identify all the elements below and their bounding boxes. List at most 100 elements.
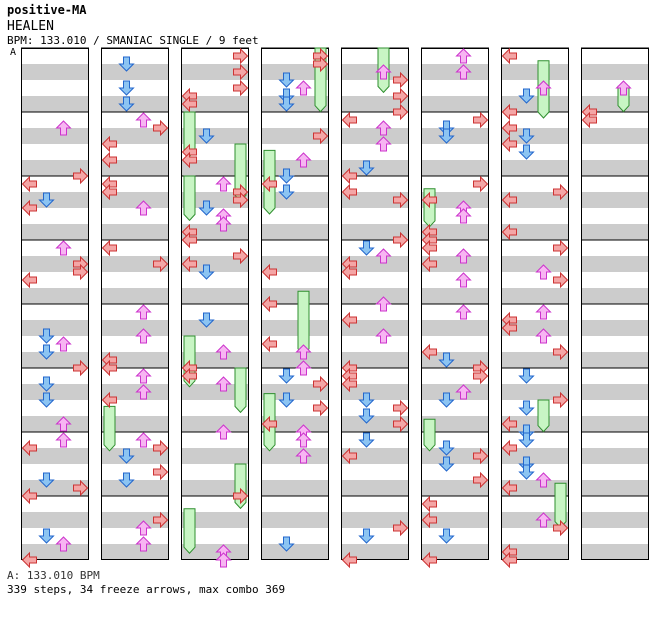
beat-stripe bbox=[501, 320, 569, 336]
beat-stripe bbox=[501, 384, 569, 400]
beat-stripe bbox=[261, 480, 329, 496]
beat-stripe bbox=[181, 512, 249, 528]
left-arrow-note bbox=[501, 191, 517, 209]
left-arrow-note bbox=[421, 239, 437, 257]
beat-stripe bbox=[341, 352, 409, 368]
down-arrow-note bbox=[358, 432, 375, 448]
right-arrow-note bbox=[233, 79, 249, 97]
left-arrow-note bbox=[341, 447, 357, 465]
beat-stripe bbox=[501, 128, 569, 144]
beat-stripe bbox=[421, 96, 489, 112]
beat-stripe bbox=[21, 384, 89, 400]
down-arrow-note bbox=[38, 192, 55, 208]
down-arrow-note bbox=[278, 392, 295, 408]
beat-stripe bbox=[581, 64, 649, 80]
column-border bbox=[581, 48, 649, 560]
left-arrow-note bbox=[181, 255, 197, 273]
beat-stripe bbox=[21, 544, 89, 560]
left-arrow-note bbox=[101, 359, 117, 377]
beat-stripe bbox=[181, 448, 249, 464]
beat-stripe bbox=[421, 224, 489, 240]
right-arrow-note bbox=[553, 239, 569, 257]
down-arrow-note bbox=[38, 528, 55, 544]
right-arrow-note bbox=[553, 343, 569, 361]
beat-stripe bbox=[101, 256, 169, 272]
beat-stripe bbox=[261, 384, 329, 400]
down-arrow-note bbox=[118, 472, 135, 488]
left-arrow-note bbox=[501, 439, 517, 457]
beat-stripe bbox=[341, 384, 409, 400]
left-arrow-note bbox=[501, 119, 517, 137]
right-arrow-note bbox=[553, 183, 569, 201]
left-arrow-note bbox=[341, 263, 357, 281]
freeze-arrow bbox=[183, 508, 196, 554]
beat-stripe bbox=[501, 416, 569, 432]
beat-stripe bbox=[501, 224, 569, 240]
beat-stripe bbox=[581, 416, 649, 432]
beat-stripe bbox=[341, 192, 409, 208]
up-arrow-note bbox=[135, 520, 152, 536]
beat-stripe bbox=[181, 64, 249, 80]
up-arrow-note bbox=[295, 432, 312, 448]
down-arrow-note bbox=[358, 408, 375, 424]
beat-stripe bbox=[421, 64, 489, 80]
down-arrow-note bbox=[518, 368, 535, 384]
right-arrow-note bbox=[153, 463, 169, 481]
beat-stripe bbox=[421, 256, 489, 272]
beat-stripe bbox=[501, 544, 569, 560]
down-arrow-note bbox=[278, 96, 295, 112]
left-arrow-note bbox=[101, 151, 117, 169]
beat-stripe bbox=[501, 96, 569, 112]
left-arrow-note bbox=[21, 271, 37, 289]
beat-stripe bbox=[581, 384, 649, 400]
beat-stripe bbox=[101, 448, 169, 464]
beat-stripe bbox=[101, 320, 169, 336]
left-arrow-note bbox=[101, 239, 117, 257]
beat-stripe bbox=[261, 128, 329, 144]
beat-stripe bbox=[181, 416, 249, 432]
beat-stripe bbox=[181, 480, 249, 496]
up-arrow-note bbox=[55, 416, 72, 432]
up-arrow-note bbox=[375, 136, 392, 152]
up-arrow-note bbox=[55, 336, 72, 352]
beat-stripe bbox=[341, 544, 409, 560]
up-arrow-note bbox=[375, 120, 392, 136]
beat-stripe bbox=[101, 224, 169, 240]
up-arrow-note bbox=[535, 512, 552, 528]
beat-stripe bbox=[261, 288, 329, 304]
right-arrow-note bbox=[233, 47, 249, 65]
up-arrow-note bbox=[535, 80, 552, 96]
beat-stripe bbox=[501, 352, 569, 368]
beat-stripe bbox=[181, 128, 249, 144]
beat-stripe bbox=[341, 480, 409, 496]
right-arrow-note bbox=[233, 191, 249, 209]
up-arrow-note bbox=[215, 216, 232, 232]
down-arrow-note bbox=[38, 328, 55, 344]
up-arrow-note bbox=[135, 368, 152, 384]
beat-stripe bbox=[581, 352, 649, 368]
up-arrow-note bbox=[295, 448, 312, 464]
left-arrow-note bbox=[261, 415, 277, 433]
beat-stripe bbox=[501, 480, 569, 496]
down-arrow-note bbox=[358, 240, 375, 256]
up-arrow-note bbox=[455, 384, 472, 400]
beat-stripe bbox=[261, 544, 329, 560]
beat-stripe bbox=[261, 96, 329, 112]
down-arrow-note bbox=[438, 128, 455, 144]
up-arrow-note bbox=[55, 120, 72, 136]
beat-stripe bbox=[21, 480, 89, 496]
right-arrow-note bbox=[553, 391, 569, 409]
up-arrow-note bbox=[215, 344, 232, 360]
up-arrow-note bbox=[455, 272, 472, 288]
right-arrow-note bbox=[153, 119, 169, 137]
right-arrow-note bbox=[153, 255, 169, 273]
left-arrow-note bbox=[341, 167, 357, 185]
down-arrow-note bbox=[198, 264, 215, 280]
up-arrow-note bbox=[375, 328, 392, 344]
beat-stripe bbox=[421, 384, 489, 400]
down-arrow-note bbox=[438, 440, 455, 456]
down-arrow-note bbox=[38, 376, 55, 392]
beat-stripe bbox=[341, 160, 409, 176]
down-arrow-note bbox=[198, 128, 215, 144]
